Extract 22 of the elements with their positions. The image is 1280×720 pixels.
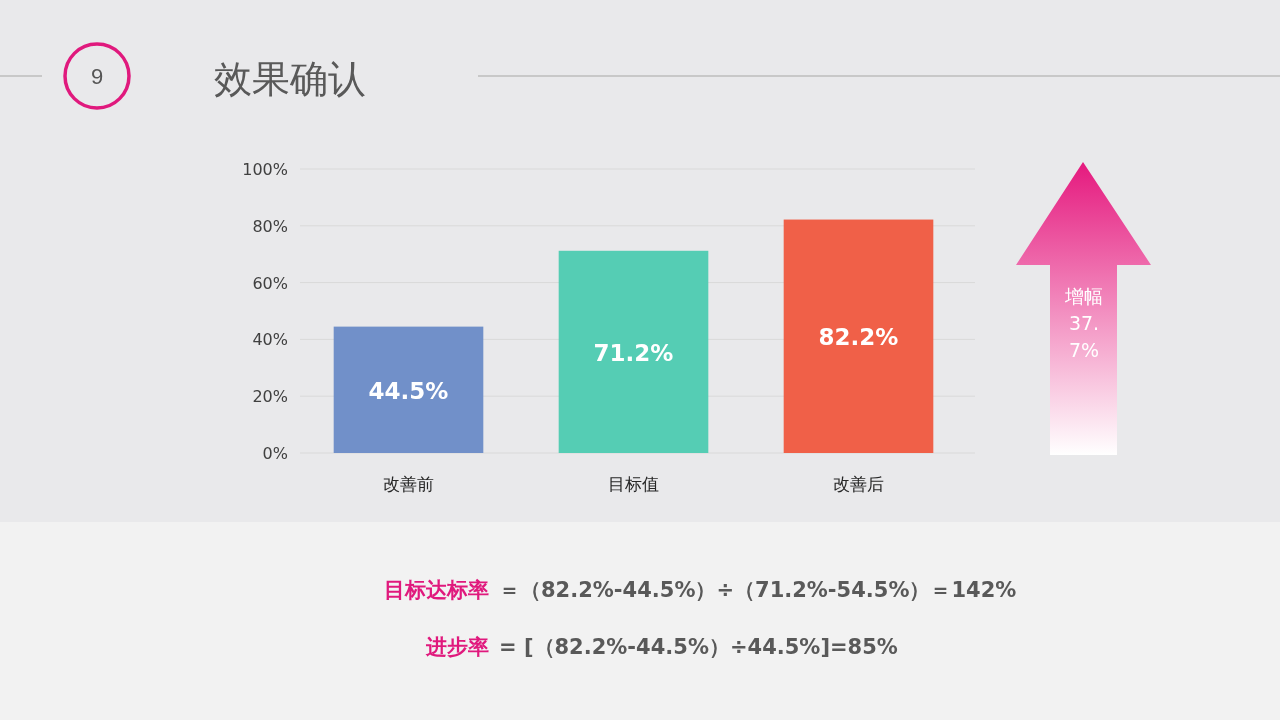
y-tick-label: 100% <box>242 160 288 179</box>
bar <box>333 326 484 453</box>
text: 目标达标率 <box>384 578 489 602</box>
text: ＝（82.2%-44.5%）÷（71.2%-54.5%）＝142% <box>499 578 1017 602</box>
text: 增幅37.7% <box>1064 285 1103 361</box>
y-tick-label: 40% <box>252 330 288 350</box>
text: = [（82.2%-44.5%）÷44.5%]=85% <box>499 635 898 659</box>
y-tick-label: 20% <box>252 387 288 407</box>
x-tick-label: 改善后 <box>833 474 884 494</box>
y-tick-label: 60% <box>252 273 288 293</box>
y-tick-label: 80% <box>252 216 288 236</box>
data-label: 44.5% <box>368 377 449 404</box>
data-label: 71.2% <box>593 339 674 366</box>
text: 9 <box>90 64 104 89</box>
text: 进步率 <box>425 635 489 659</box>
x-tick-label: 目标值 <box>608 474 659 494</box>
bar <box>558 250 709 453</box>
chart-title: 效果确认 <box>214 57 366 101</box>
y-tick-label: 0% <box>262 444 288 463</box>
bar <box>783 219 934 453</box>
x-tick-label: 改善前 <box>383 474 434 494</box>
data-label: 82.2% <box>818 324 899 351</box>
